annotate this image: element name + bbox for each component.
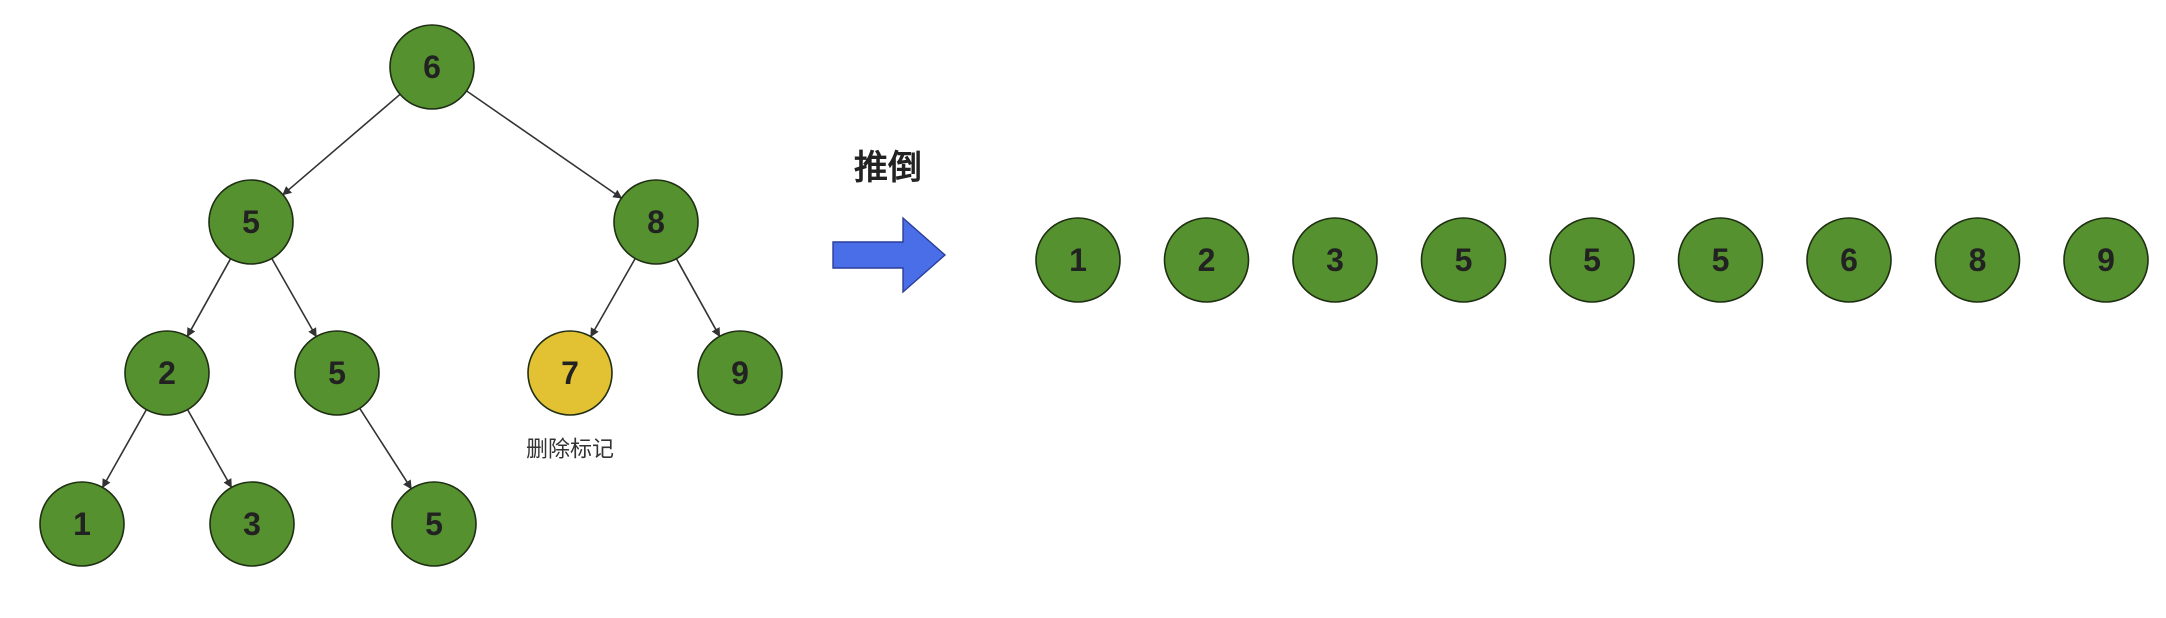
tree-node: 9 [697, 330, 783, 416]
tree-edge [101, 409, 148, 489]
node-circle [613, 179, 699, 265]
node-circle [209, 481, 295, 567]
deletion-mark-note: 删除标记 [526, 438, 614, 463]
sorted-sequence: 1 2 3 5 5 5 6 8 9 [1035, 217, 2149, 303]
sequence-circle [1934, 217, 2021, 303]
node-label: 1 [73, 506, 91, 542]
sequence-item: 5 [1549, 217, 1635, 303]
tree-edge [282, 93, 401, 196]
sequence-label: 3 [1326, 242, 1344, 278]
tree-edge [271, 258, 317, 338]
right-arrow-icon [832, 216, 947, 294]
tree-edge [675, 258, 721, 338]
tree-nodes: 6 5 8 2 5 7 9 1 3 5 [39, 24, 783, 567]
transform-step: 推倒 [832, 148, 947, 294]
sequence-circle [1677, 217, 1764, 303]
node-label: 5 [425, 506, 443, 542]
sequence-item: 1 [1035, 217, 1121, 303]
tree-edge [186, 409, 233, 489]
node-circle [697, 330, 783, 416]
sequence-item: 9 [2063, 217, 2149, 303]
sequence-circle [1292, 217, 1378, 303]
sequence-label: 6 [1840, 242, 1858, 278]
sequence-label: 8 [1969, 242, 1987, 278]
node-label: 2 [158, 355, 176, 391]
sequence-label: 5 [1455, 242, 1473, 278]
sequence-item: 6 [1806, 217, 1892, 303]
tree-node: 6 [389, 24, 475, 110]
sequence-item: 5 [1677, 217, 1764, 303]
node-circle [294, 330, 380, 416]
tree-node: 8 [613, 179, 699, 265]
tree-node: 5 [294, 330, 380, 416]
node-label: 3 [243, 506, 261, 542]
sequence-label: 9 [2097, 242, 2115, 278]
tree-edge [590, 258, 636, 338]
node-label: 9 [731, 355, 749, 391]
sequence-item: 2 [1163, 217, 1250, 303]
tree-node: 1 [39, 481, 125, 567]
node-circle [124, 330, 210, 416]
tree-node-marked: 7 [527, 330, 613, 416]
sequence-circle [1035, 217, 1121, 303]
sequence-label: 5 [1583, 242, 1601, 278]
sequence-circle [1420, 217, 1507, 303]
transform-label: 推倒 [854, 148, 922, 188]
node-label: 5 [242, 204, 260, 240]
node-circle [391, 481, 477, 567]
sequence-item: 5 [1420, 217, 1507, 303]
tree-node: 3 [209, 481, 295, 567]
node-label: 8 [647, 204, 665, 240]
tree-edge [359, 407, 412, 490]
node-circle [527, 330, 613, 416]
node-label: 5 [328, 355, 346, 391]
node-label: 6 [423, 49, 441, 85]
tree-edge [466, 90, 623, 199]
tree-node: 5 [391, 481, 477, 567]
sequence-circle [1806, 217, 1892, 303]
sequence-label: 2 [1198, 242, 1216, 278]
node-circle [208, 179, 294, 265]
node-circle [389, 24, 475, 110]
sequence-label: 1 [1069, 242, 1087, 278]
sequence-circle [2063, 217, 2149, 303]
tree-edge [186, 258, 232, 338]
sequence-item: 3 [1292, 217, 1378, 303]
sequence-label: 5 [1712, 242, 1730, 278]
tree-node: 5 [208, 179, 294, 265]
node-label: 7 [561, 355, 579, 391]
sequence-circle [1549, 217, 1635, 303]
sequence-item: 8 [1934, 217, 2021, 303]
node-circle [39, 481, 125, 567]
sequence-circle [1163, 217, 1250, 303]
tree-edges [101, 90, 721, 490]
tree-node: 2 [124, 330, 210, 416]
